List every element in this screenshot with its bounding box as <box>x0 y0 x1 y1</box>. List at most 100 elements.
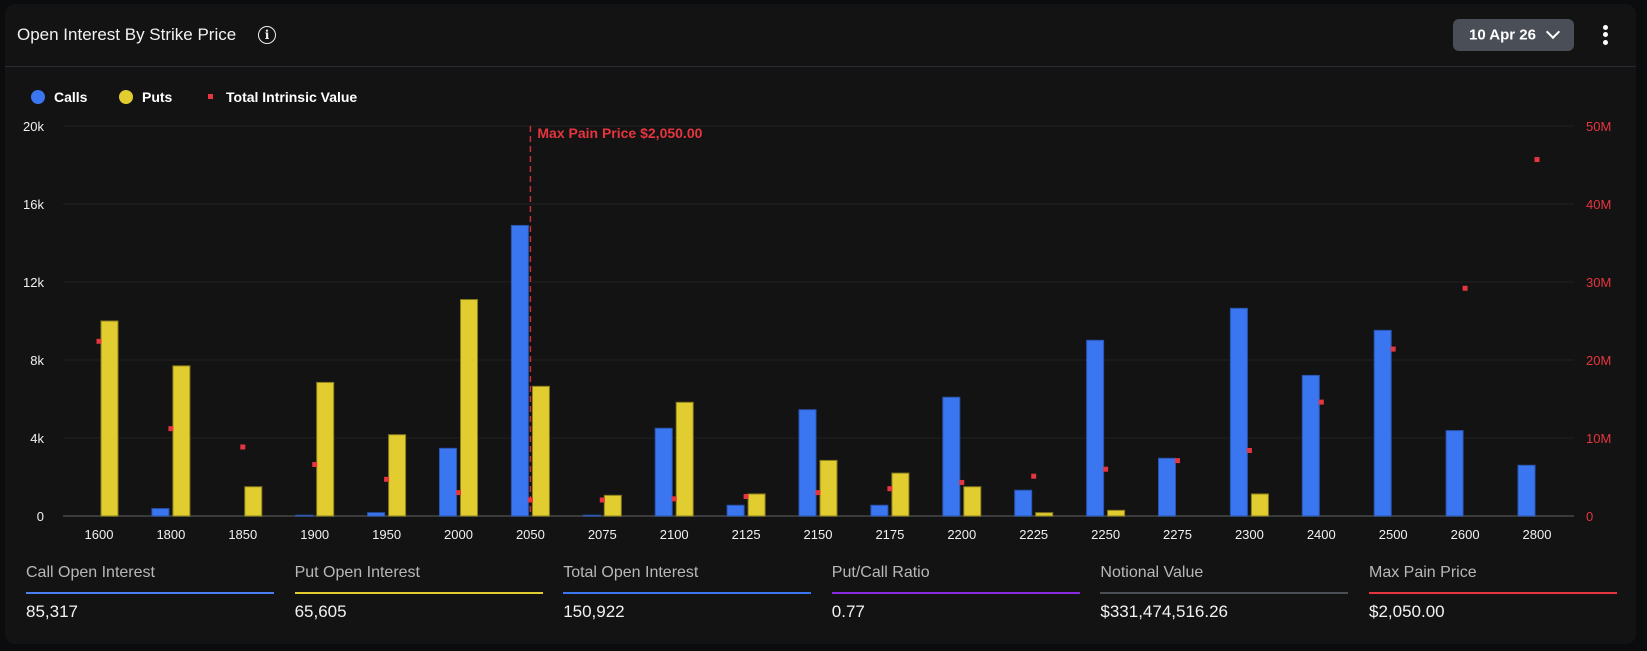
calls-bar <box>1373 329 1392 517</box>
calls-bar <box>726 504 745 517</box>
calls-bar <box>510 224 529 517</box>
x-axis-tick: 1900 <box>300 527 329 542</box>
x-axis-tick: 2150 <box>804 527 833 542</box>
left-axis-tick: 8k <box>30 353 44 368</box>
x-axis-tick: 2800 <box>1523 527 1552 542</box>
stat-call-open-interest: Call Open Interest 85,317 <box>26 564 274 622</box>
puts-bar <box>244 486 263 517</box>
puts-bar <box>747 493 766 517</box>
puts-bar <box>963 486 982 517</box>
intrinsic-value-point <box>1175 458 1180 464</box>
left-axis-tick: 12k <box>23 275 44 290</box>
calls-bar <box>295 514 314 517</box>
x-axis-tick: 2250 <box>1091 527 1120 542</box>
intrinsic-value-point <box>1031 473 1037 479</box>
calls-bar <box>1517 464 1536 517</box>
max-pain-label: Max Pain Price $2,050.00 <box>537 125 702 141</box>
calls-bar <box>1086 339 1105 517</box>
x-axis-tick: 2200 <box>947 527 976 542</box>
puts-bar <box>172 365 191 517</box>
calls-bar <box>151 508 170 517</box>
intrinsic-value-point <box>312 462 318 468</box>
stat-value: 0.77 <box>831 602 865 621</box>
stat-put-open-interest: Put Open Interest 65,605 <box>294 564 543 622</box>
info-icon[interactable]: i <box>258 26 276 44</box>
intrinsic-value-point <box>1103 466 1109 472</box>
intrinsic-value-point <box>671 496 677 502</box>
puts-bar <box>100 320 119 517</box>
calls-bar <box>870 504 889 517</box>
right-axis-tick: 40M <box>1586 197 1611 212</box>
intrinsic-value-point <box>1462 285 1468 291</box>
stat-label: Notional Value <box>1100 564 1204 581</box>
legend-label-calls: Calls <box>54 89 88 105</box>
x-axis-tick: 1850 <box>228 527 257 542</box>
puts-bar <box>1250 493 1269 517</box>
calls-bar <box>1445 430 1464 517</box>
kebab-menu-icon[interactable] <box>1597 22 1613 50</box>
calls-dot-icon <box>31 90 45 104</box>
intrinsic-value-point <box>599 497 605 503</box>
x-axis-tick: 2500 <box>1379 527 1408 542</box>
intrinsic-value-point <box>815 490 821 496</box>
puts-bar <box>1107 509 1126 517</box>
calls-bar <box>1158 457 1176 517</box>
intrinsic-value-point <box>527 497 533 503</box>
x-axis-tick: 1950 <box>372 527 401 542</box>
stat-value: 65,605 <box>294 602 347 621</box>
chart-title: Open Interest By Strike Price <box>17 25 237 44</box>
intrinsic-value-point <box>1318 399 1324 405</box>
stat-value: $2,050.00 <box>1369 602 1445 621</box>
right-axis-tick: 30M <box>1586 275 1611 290</box>
left-axis-tick: 4k <box>30 431 44 446</box>
intrinsic-square-icon <box>208 94 213 99</box>
intrinsic-value-point <box>240 444 246 450</box>
stat-label: Put/Call Ratio <box>831 564 930 581</box>
expiry-date-select[interactable]: 10 Apr 26 <box>1453 19 1574 51</box>
stat-underline <box>1100 592 1349 594</box>
left-axis-tick: 16k <box>23 197 44 212</box>
calls-bar <box>798 409 817 517</box>
puts-bar <box>388 434 407 517</box>
right-axis-tick: 50M <box>1586 119 1611 134</box>
stat-underline <box>294 592 543 594</box>
stat-value: $331,474,516.26 <box>1100 602 1229 621</box>
open-interest-chart: 0 0 4k 10M 8k 20M 12k 30M 16k 40M 20k 50M 1600 1800 18… <box>23 119 1611 542</box>
legend-label-puts: Puts <box>142 89 173 105</box>
calls-bar <box>439 447 457 517</box>
x-axis-tick: 2050 <box>516 527 545 542</box>
x-axis-tick: 2600 <box>1451 527 1480 542</box>
stat-underline <box>26 592 274 594</box>
x-axis-tick: 2075 <box>588 527 617 542</box>
puts-bar <box>675 401 694 517</box>
left-axis-tick: 0 <box>37 509 44 524</box>
intrinsic-value-point <box>96 338 102 344</box>
intrinsic-value-point <box>1534 157 1540 163</box>
calls-bar <box>582 514 601 517</box>
x-axis-tick: 2275 <box>1163 527 1192 542</box>
calls-bar <box>1229 307 1248 517</box>
calls-bar <box>1301 374 1320 517</box>
right-axis-tick: 10M <box>1586 431 1611 446</box>
stat-label: Call Open Interest <box>26 564 155 581</box>
expiry-date-label: 10 Apr 26 <box>1469 26 1536 44</box>
stat-label: Put Open Interest <box>294 564 420 581</box>
puts-bar <box>603 494 622 517</box>
intrinsic-value-point <box>743 494 749 499</box>
puts-bar <box>1035 512 1054 517</box>
puts-bar <box>316 381 335 517</box>
intrinsic-value-point <box>384 476 390 482</box>
stat-value: 150,922 <box>563 602 625 621</box>
x-axis-tick: 2400 <box>1307 527 1336 542</box>
intrinsic-value-point <box>959 479 965 485</box>
calls-bar <box>1014 489 1033 517</box>
chart-card <box>5 4 1636 644</box>
x-axis-tick: 2125 <box>732 527 761 542</box>
right-axis-tick: 0 <box>1586 509 1593 524</box>
calls-bar <box>654 427 673 517</box>
left-axis-tick: 20k <box>23 119 44 134</box>
x-axis-tick: 2300 <box>1235 527 1264 542</box>
intrinsic-value-point <box>887 486 893 492</box>
stat-max-pain-price: Max Pain Price $2,050.00 <box>1369 564 1617 622</box>
x-axis-tick: 1600 <box>85 527 114 542</box>
